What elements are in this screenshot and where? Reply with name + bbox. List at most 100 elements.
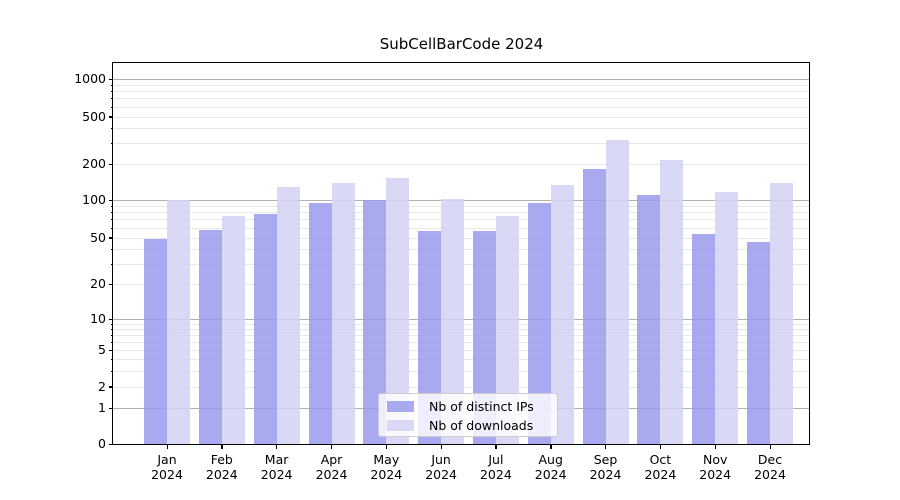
y-minor-tick-mark <box>110 358 113 360</box>
y-minor-tick-mark <box>110 329 113 331</box>
month-name: Apr <box>320 452 343 467</box>
chart-title: SubCellBarCode 2024 <box>379 35 544 53</box>
x-tick-label-mar: Mar 2024 <box>247 452 307 482</box>
gridline-minor <box>113 116 809 118</box>
y-tick-label-20: 20 <box>90 276 106 291</box>
bar-nb-of-distinct-ips-apr <box>308 202 332 445</box>
bar-nb-of-downloads-jan <box>167 199 190 445</box>
month-year: 2024 <box>589 467 622 482</box>
month-name: Dec <box>757 452 783 467</box>
plot-area-border <box>112 62 810 445</box>
bar-nb-of-distinct-ips-sep <box>582 168 606 445</box>
x-tick-label-jan: Jan 2024 <box>137 452 197 482</box>
y-minor-tick-mark <box>110 128 113 130</box>
y-minor-tick-mark <box>110 219 113 221</box>
month-name: Jan <box>157 452 177 467</box>
x-tick-label-aug: Aug 2024 <box>521 452 581 482</box>
y-tick-label-5: 5 <box>98 342 106 357</box>
bar-nb-of-distinct-ips-aug <box>527 203 551 445</box>
bar-nb-of-downloads-nov <box>715 191 739 445</box>
y-tick-mark <box>108 78 113 80</box>
bar-nb-of-distinct-ips-nov <box>692 233 716 445</box>
month-year: 2024 <box>205 467 238 482</box>
month-name: Mar <box>264 452 289 467</box>
y-minor-tick-mark <box>110 212 113 214</box>
bar-nb-of-downloads-may <box>386 177 410 445</box>
x-tick-mark-may <box>385 445 388 449</box>
x-tick-mark-jul <box>495 445 497 449</box>
y-tick-mark <box>108 318 113 321</box>
month-year: 2024 <box>699 467 732 482</box>
y-tick-mark <box>108 199 113 201</box>
gridline-minor <box>113 84 809 86</box>
x-tick-mark-nov <box>714 445 717 449</box>
x-tick-label-sep: Sep 2024 <box>576 452 636 482</box>
y-minor-tick-mark <box>110 350 113 351</box>
bar-nb-of-downloads-jun <box>441 199 465 445</box>
x-tick-label-dec: Dec 2024 <box>740 452 800 482</box>
y-minor-tick-mark <box>110 116 113 118</box>
month-name: Feb <box>210 452 233 467</box>
legend-swatch-nb-of-downloads <box>387 420 414 431</box>
y-tick-label-0: 0 <box>98 436 106 452</box>
x-tick-mark-sep <box>605 445 607 449</box>
x-tick-label-may: May 2024 <box>356 452 416 482</box>
y-tick-label-1000: 1000 <box>74 71 106 86</box>
y-tick-mark <box>108 407 113 410</box>
y-minor-tick-mark <box>110 143 113 145</box>
y-tick-label-50: 50 <box>90 229 106 245</box>
y-tick-label-200: 200 <box>82 156 106 172</box>
y-minor-tick-mark <box>110 335 113 337</box>
bar-nb-of-distinct-ips-jun <box>418 230 442 445</box>
month-name: May <box>373 452 400 467</box>
month-year: 2024 <box>151 467 183 482</box>
x-tick-label-jun: Jun 2024 <box>411 452 471 482</box>
bar-nb-of-downloads-feb <box>221 216 245 445</box>
y-tick-mark <box>108 443 113 446</box>
legend-label-nb-of-downloads: Nb of downloads <box>429 418 534 433</box>
legend-swatch-nb-of-distinct-ips <box>387 401 414 412</box>
x-tick-mark-feb <box>221 445 223 449</box>
legend-row-2: Nb of downloads <box>379 416 557 435</box>
y-minor-tick-mark <box>110 386 113 388</box>
x-tick-mark-apr <box>331 445 333 449</box>
month-name: Nov <box>702 452 728 467</box>
bar-nb-of-distinct-ips-dec <box>747 241 770 445</box>
month-name: Oct <box>649 452 672 467</box>
month-year: 2024 <box>644 467 677 482</box>
month-year: 2024 <box>754 467 786 482</box>
y-minor-tick-mark <box>110 106 113 108</box>
y-tick-label-10: 10 <box>90 311 106 327</box>
y-minor-tick-mark <box>110 324 113 325</box>
bar-nb-of-downloads-mar <box>276 187 300 445</box>
y-minor-tick-mark <box>110 84 113 86</box>
bar-nb-of-distinct-ips-oct <box>637 195 661 445</box>
x-tick-mark-dec <box>769 445 771 449</box>
y-tick-label-1: 1 <box>98 400 106 416</box>
y-minor-tick-mark <box>110 284 113 285</box>
y-tick-label-500: 500 <box>82 108 106 124</box>
month-name: Sep <box>593 452 618 467</box>
x-tick-label-jul: Jul 2024 <box>466 452 526 482</box>
bar-nb-of-distinct-ips-jan <box>144 238 167 445</box>
x-tick-label-nov: Nov 2024 <box>685 452 745 482</box>
month-year: 2024 <box>370 467 403 482</box>
bar-nb-of-downloads-oct <box>660 159 684 445</box>
x-tick-mark-mar <box>276 445 278 449</box>
x-tick-mark-jun <box>440 445 442 449</box>
gridline-minor <box>113 143 809 145</box>
bar-nb-of-distinct-ips-jul <box>472 230 496 445</box>
gridline-minor <box>113 106 809 108</box>
x-tick-label-oct: Oct 2024 <box>630 452 690 482</box>
month-name: Jul <box>488 452 504 467</box>
y-minor-tick-mark <box>110 237 113 239</box>
bar-nb-of-downloads-aug <box>550 184 574 445</box>
bar-nb-of-downloads-apr <box>331 183 355 445</box>
y-minor-tick-mark <box>110 341 113 343</box>
month-year: 2024 <box>534 467 567 482</box>
month-name: Jun <box>431 452 451 467</box>
gridline-minor <box>113 164 809 166</box>
month-year: 2024 <box>425 467 457 482</box>
bar-nb-of-distinct-ips-may <box>363 199 387 445</box>
